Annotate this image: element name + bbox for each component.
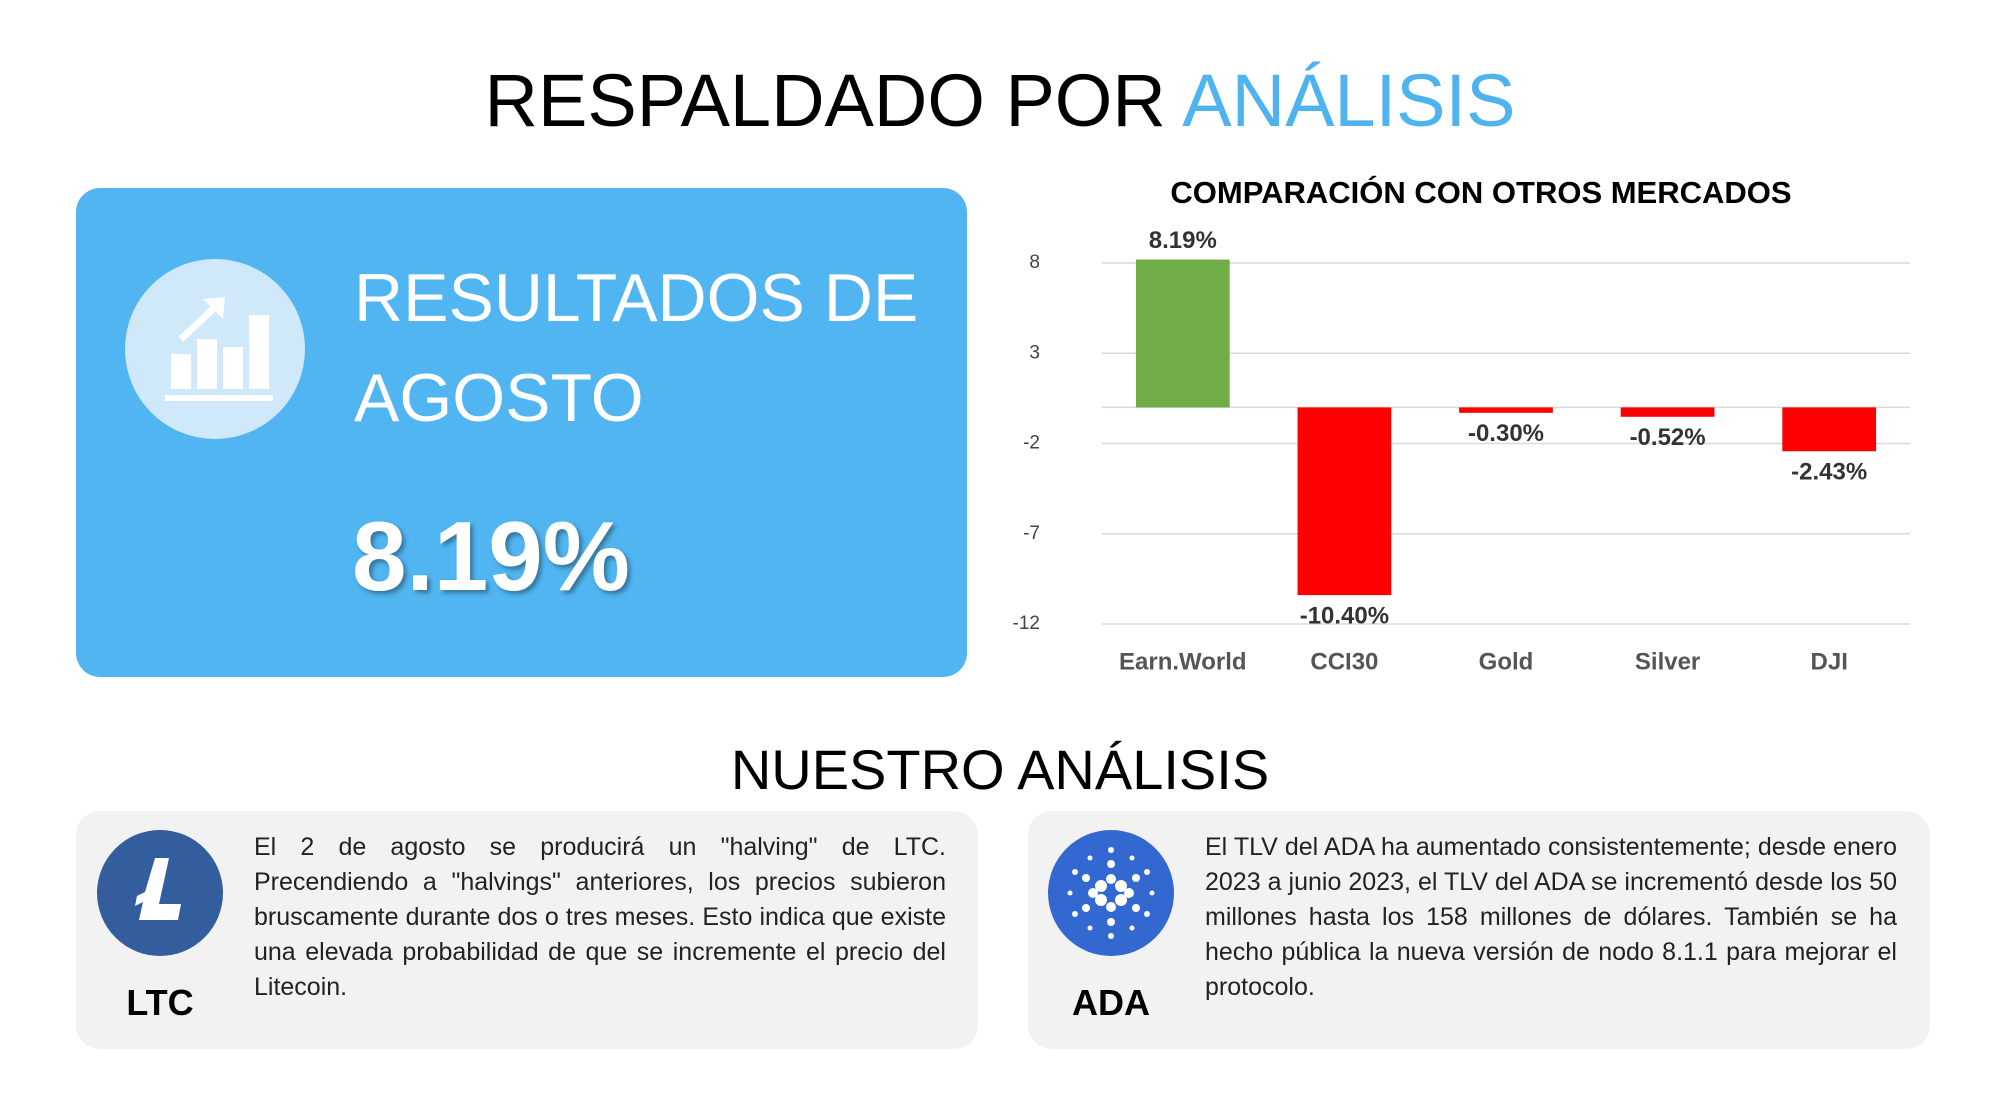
section-title: NUESTRO ANÁLISIS xyxy=(730,738,1270,801)
y-tick-label: 3 xyxy=(1029,342,1040,363)
y-tick-label: -12 xyxy=(1013,613,1040,634)
summary-value: 8.19% xyxy=(352,501,630,611)
value-label: -0.30% xyxy=(1468,420,1544,447)
chart: COMPARACIÓN CON OTROS MERCADOS 8 3 -2 -7 -12… xyxy=(1013,174,1910,675)
ada-logo xyxy=(1048,830,1174,956)
analysis-card xyxy=(1028,811,1930,1049)
bar xyxy=(1297,407,1392,596)
ada-text: El TLV del ADA ha aumentado consistentem… xyxy=(1205,833,1897,1001)
chart-icon xyxy=(125,259,305,439)
y-tick-label: 8 xyxy=(1029,252,1040,273)
title-highlight: ANÁLISIS xyxy=(1182,59,1516,142)
ada-label: ADA xyxy=(1072,982,1150,1023)
value-label: -2.43% xyxy=(1791,459,1867,486)
x-tick-label: Gold xyxy=(1479,648,1534,675)
value-label: 8.19% xyxy=(1149,227,1217,254)
y-tick-label: -7 xyxy=(1023,523,1040,544)
bar xyxy=(1135,259,1230,408)
bar xyxy=(1782,407,1877,452)
x-tick-label: Silver xyxy=(1635,648,1700,675)
bar xyxy=(1620,407,1715,417)
x-tick-label: Earn.World xyxy=(1119,648,1247,675)
ltc-label: LTC xyxy=(126,982,194,1023)
value-label: -10.40% xyxy=(1300,602,1389,629)
value-label: -0.52% xyxy=(1630,424,1706,451)
x-tick-label: DJI xyxy=(1811,648,1848,675)
page-title: RESPALDADO POR ANÁLISIS xyxy=(0,58,2000,143)
bar xyxy=(1459,407,1553,413)
summary-title: RESULTADOS DE AGOSTO xyxy=(354,260,919,436)
x-tick-label: CCI30 xyxy=(1310,648,1378,675)
analysis-card xyxy=(76,811,978,1049)
title-main: RESPALDADO POR xyxy=(484,59,1166,142)
y-tick-label: -2 xyxy=(1023,433,1040,454)
chart-title: COMPARACIÓN CON OTROS MERCADOS xyxy=(1170,174,1791,210)
ltc-logo xyxy=(97,830,223,956)
ltc-text: El 2 de agosto se producirá un "halving"… xyxy=(254,833,946,1001)
